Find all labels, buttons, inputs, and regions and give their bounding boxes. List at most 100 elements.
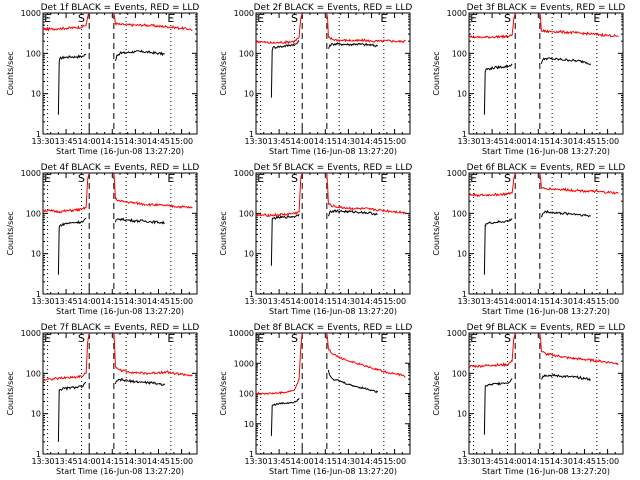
series-line-lld [468, 332, 516, 369]
series-line-lld [42, 172, 90, 214]
y-tick-label: 10 [457, 410, 467, 419]
series-line-events [57, 217, 87, 275]
x-tick-label: 13:45 [55, 457, 78, 466]
series-line-lld [468, 12, 516, 40]
x-tick-label: 15:00 [596, 457, 619, 466]
plot-frame [468, 172, 624, 295]
x-tick-label: 14:30 [124, 297, 147, 306]
x-tick-label: 15:00 [596, 137, 619, 146]
y-tick-label: 1 [462, 130, 467, 139]
series-line-lld [255, 12, 303, 45]
series-line-events [57, 53, 87, 115]
series-events [483, 373, 592, 435]
marker-label: S [504, 332, 511, 345]
y-axis-label: Counts/sec [432, 51, 441, 95]
chart-title: Det 9f BLACK = Events, RED = LLD [467, 323, 626, 333]
y-tick-label: 1 [462, 450, 467, 459]
x-tick-label: 13:45 [55, 137, 78, 146]
marker-label: E [593, 12, 600, 25]
y-tick-label: 10000 [229, 329, 254, 338]
series-line-events [483, 63, 513, 115]
x-tick-label: 15:00 [170, 297, 193, 306]
x-tick-label: 14:15 [527, 457, 550, 466]
y-tick-label: 10 [457, 90, 467, 99]
plot-frame [255, 12, 411, 135]
marker-label: E [380, 332, 387, 345]
x-tick-label: 14:15 [101, 457, 124, 466]
series-line-lld [468, 172, 516, 198]
y-tick-label: 10 [457, 250, 467, 259]
marker-label: E [470, 172, 477, 185]
x-tick-label: 13:30 [31, 137, 54, 146]
series-line-events [270, 213, 300, 266]
x-axis-label: Start Time (16-Jun-08 13:27:20) [56, 147, 184, 156]
series-line-lld [326, 12, 406, 44]
chart-panel-3: Det 3f BLACK = Events, RED = LLD 1 10 100 10… [432, 3, 625, 156]
x-tick-label: 13:30 [244, 137, 267, 146]
y-tick-label: 100 [452, 49, 467, 58]
plot-frame [468, 332, 624, 455]
x-axis-label: Start Time (16-Jun-08 13:27:20) [56, 467, 184, 476]
marker-label: S [504, 172, 511, 185]
series-line-lld [326, 332, 406, 378]
y-tick-label: 100 [452, 369, 467, 378]
series-line-lld [42, 12, 90, 32]
y-tick-label: 1 [36, 450, 41, 459]
x-tick-label: 14:30 [550, 297, 573, 306]
x-tick-label: 13:45 [481, 137, 504, 146]
y-tick-label: 1 [462, 290, 467, 299]
y-tick-label: 100 [26, 209, 41, 218]
series-line-events [483, 378, 513, 435]
marker-label: E [44, 172, 51, 185]
series-line-events [327, 369, 379, 394]
y-axis-label: Counts/sec [6, 51, 15, 95]
x-tick-label: 15:00 [170, 137, 193, 146]
x-tick-label: 14:45 [573, 137, 596, 146]
chart-title: Det 1f BLACK = Events, RED = LLD [41, 3, 200, 13]
x-tick-label: 13:30 [244, 457, 267, 466]
x-tick-label: 14:45 [360, 137, 383, 146]
y-tick-label: 1 [249, 290, 254, 299]
marker-label: E [470, 332, 477, 345]
x-axis-label: Start Time (16-Jun-08 13:27:20) [482, 147, 610, 156]
chart-panel-9: Det 9f BLACK = Events, RED = LLD 1 10 100 10… [432, 323, 625, 476]
y-tick-label: 1 [36, 290, 41, 299]
series-line-lld [539, 332, 619, 366]
x-axis-label: Start Time (16-Jun-08 13:27:20) [56, 307, 184, 316]
x-tick-label: 13:30 [31, 457, 54, 466]
x-tick-label: 14:45 [360, 297, 383, 306]
series-line-events [540, 209, 591, 218]
series-events [270, 209, 378, 266]
marker-label: E [593, 172, 600, 185]
marker-label: S [78, 12, 85, 25]
marker-label: E [167, 332, 174, 345]
series-lld [255, 12, 406, 45]
x-tick-label: 13:45 [268, 137, 291, 146]
series-events [57, 49, 165, 115]
plot-frame [255, 172, 411, 295]
chart-panel-6: Det 6f BLACK = Events, RED = LLD 1 10 100 10… [432, 163, 625, 316]
series-line-events [327, 209, 378, 217]
x-tick-label: 14:00 [78, 137, 101, 146]
series-lld [468, 12, 619, 40]
x-tick-label: 13:30 [457, 297, 480, 306]
plot-frame [42, 332, 198, 455]
x-tick-label: 14:30 [337, 137, 360, 146]
marker-label: S [291, 332, 298, 345]
x-tick-label: 13:30 [457, 457, 480, 466]
series-events [57, 378, 166, 442]
y-axis-label: Counts/sec [219, 371, 228, 415]
series-line-lld [113, 332, 193, 377]
marker-label: E [470, 12, 477, 25]
plot-frame [42, 172, 198, 295]
marker-label: S [291, 12, 298, 25]
series-line-events [540, 57, 592, 66]
series-line-lld [113, 172, 193, 210]
plot-frame [42, 12, 198, 135]
x-tick-label: 14:15 [314, 297, 337, 306]
chart-title: Det 5f BLACK = Events, RED = LLD [254, 163, 413, 173]
series-line-events [270, 397, 300, 436]
marker-label: S [78, 332, 85, 345]
x-tick-label: 14:00 [504, 137, 527, 146]
series-lld [468, 332, 619, 369]
